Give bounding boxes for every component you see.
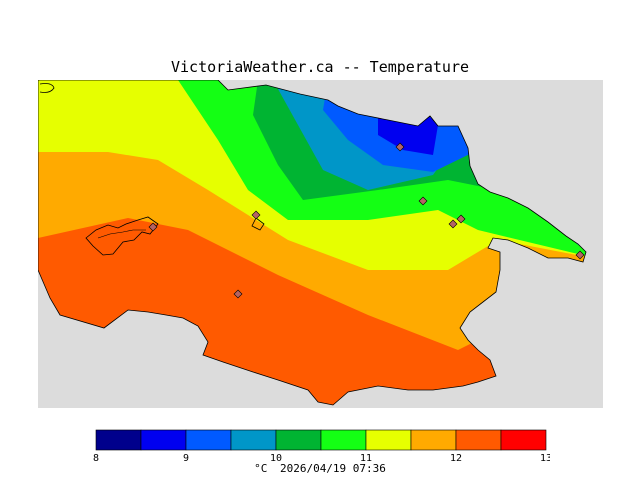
colorbar-tick-label: 9	[183, 453, 189, 462]
islet-outline	[251, 217, 265, 231]
chart-title: VictoriaWeather.ca -- Temperature	[170, 58, 469, 76]
colorbar-bin-7	[365, 429, 412, 451]
station-marker-2	[148, 222, 158, 232]
station-marker-3	[233, 289, 243, 299]
island-outline	[39, 83, 55, 93]
colorbar-tick-label: 13	[540, 453, 550, 462]
colorbar-bin-8	[410, 429, 457, 451]
unit-label: °C	[254, 462, 268, 475]
temperature-map	[38, 80, 603, 408]
timestamp: 2026/04/19 07:36	[279, 462, 386, 475]
colorbar-bin-4	[230, 429, 277, 451]
station-marker-7	[456, 214, 466, 224]
colorbar-bin-5	[275, 429, 322, 451]
station-marker-1	[251, 210, 261, 220]
inlet-outline	[97, 229, 146, 239]
colorbar-bin-6	[320, 429, 367, 451]
station-marker-5	[395, 142, 405, 152]
colorbar-bin-2	[140, 429, 187, 451]
colorbar-bin-9	[455, 429, 502, 451]
colorbar-bin-1	[95, 429, 142, 451]
colorbar-ticks: 8 9 10 11 12 13	[93, 453, 550, 462]
station-marker-4	[418, 196, 428, 206]
legend-footer: °C 2026/04/19 07:36	[0, 462, 640, 475]
colorbar-tick-label: 10	[270, 453, 282, 462]
station-markers	[148, 142, 585, 299]
station-marker-8	[575, 250, 585, 260]
colorbar-tick-label: 12	[450, 453, 462, 462]
colorbar: 8 9 10 11 12 13	[93, 429, 550, 462]
colorbar-bin-10	[500, 429, 547, 451]
colorbar-tick-label: 11	[360, 453, 372, 462]
colorbar-tick-label: 8	[93, 453, 99, 462]
station-marker-6	[448, 219, 458, 229]
colorbar-bin-3	[185, 429, 232, 451]
colorbar-bins	[95, 429, 547, 451]
